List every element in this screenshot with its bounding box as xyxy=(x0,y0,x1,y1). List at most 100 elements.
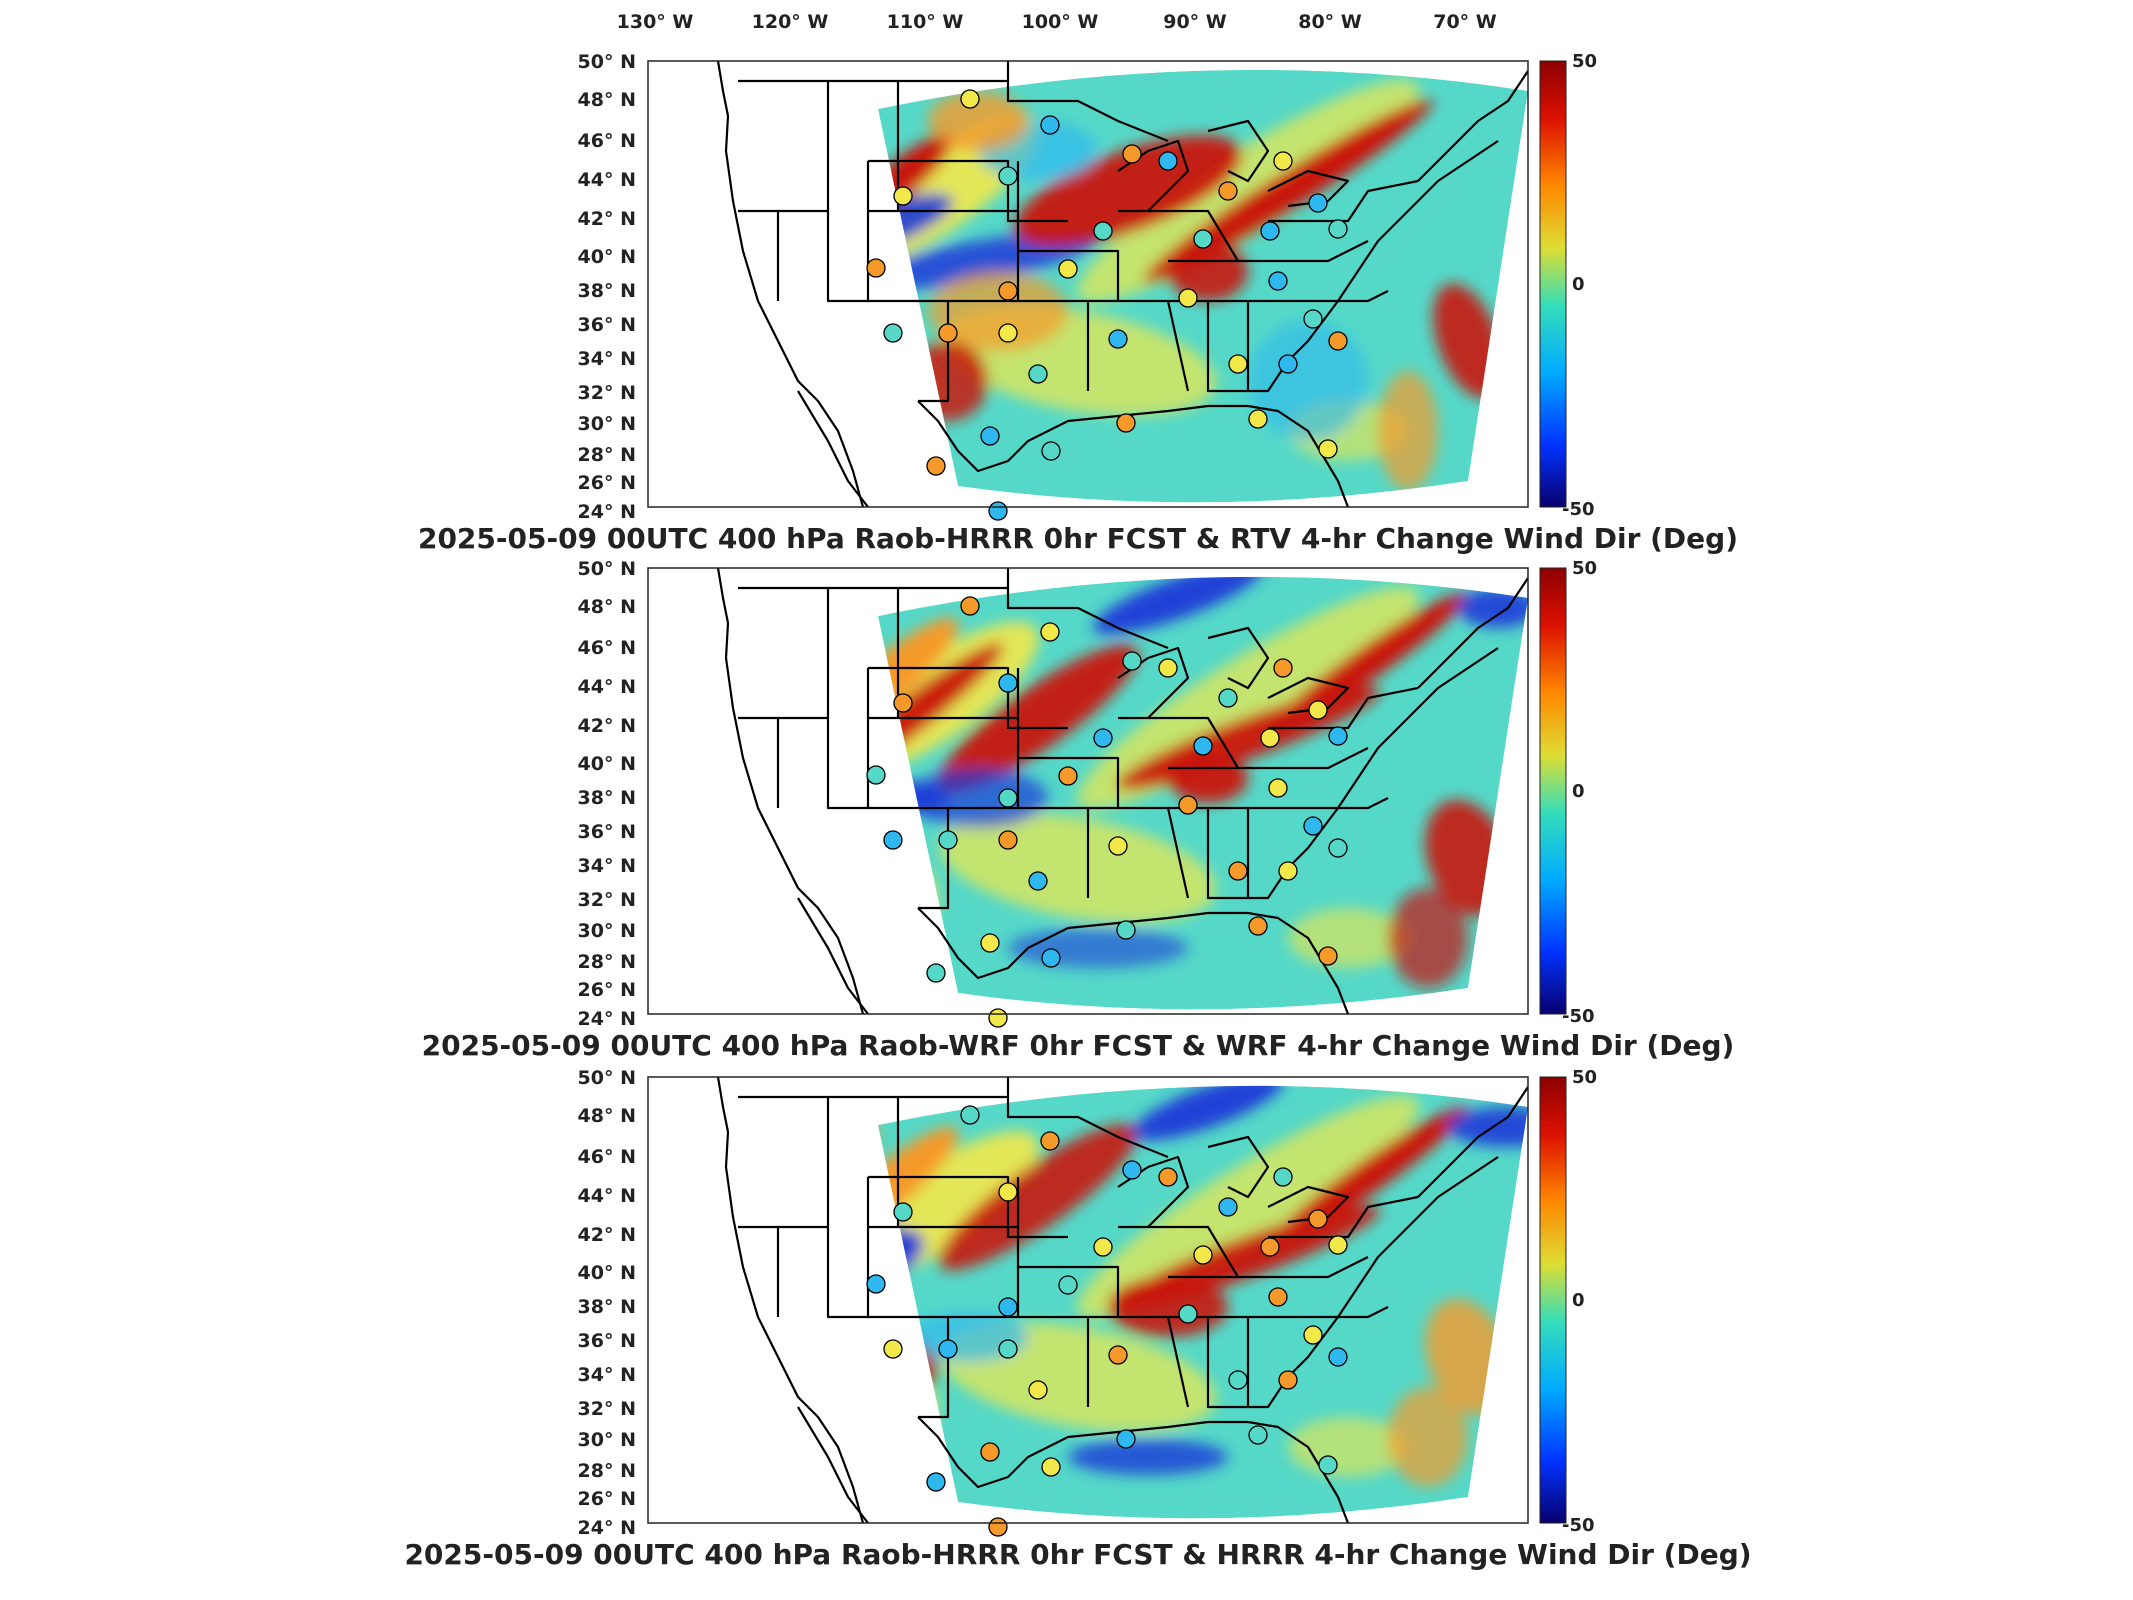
station-marker xyxy=(1273,658,1293,678)
station-marker xyxy=(1260,728,1280,748)
station-marker xyxy=(1193,229,1213,249)
station-marker xyxy=(1108,836,1128,856)
boundary-line xyxy=(1268,686,1419,730)
panel-title: 2025-05-09 00UTC 400 hPa Raob-WRF 0hr FC… xyxy=(422,1029,1735,1062)
colorbar-max-label: 50 xyxy=(1572,51,1597,72)
lat-label: 28° N xyxy=(578,951,636,973)
lat-label: 24° N xyxy=(578,501,636,523)
lat-label: 46° N xyxy=(578,1146,636,1168)
lat-label: 26° N xyxy=(578,979,636,1001)
lat-label: 50° N xyxy=(578,51,636,73)
station-marker xyxy=(1328,1235,1348,1255)
lat-label: 48° N xyxy=(578,1105,636,1127)
map-outlines xyxy=(716,568,1528,1014)
station-marker xyxy=(883,830,903,850)
field-blob xyxy=(1388,1387,1468,1487)
lat-label: 30° N xyxy=(578,920,636,942)
lat-label: 32° N xyxy=(578,889,636,911)
station-marker xyxy=(1108,329,1128,349)
boundary-line xyxy=(1117,1155,1190,1228)
colorbar-max-label: 50 xyxy=(1572,1067,1597,1088)
station-marker xyxy=(883,1339,903,1359)
station-marker xyxy=(980,1442,1000,1462)
lon-label: 100° W xyxy=(1022,11,1099,33)
station-marker xyxy=(988,1008,1008,1028)
lat-label: 38° N xyxy=(578,280,636,302)
lat-label: 42° N xyxy=(578,715,636,737)
lat-label: 36° N xyxy=(578,314,636,336)
map-border xyxy=(647,1076,1529,1524)
lat-label: 44° N xyxy=(578,676,636,698)
colorbar xyxy=(1539,567,1567,1015)
lat-label: 26° N xyxy=(578,1488,636,1510)
station-marker xyxy=(893,1202,913,1222)
field-blob xyxy=(1008,928,1188,968)
lat-label: 48° N xyxy=(578,89,636,111)
station-marker xyxy=(1093,728,1113,748)
boundary-line xyxy=(1268,179,1419,223)
boundary-line xyxy=(826,211,868,303)
boundary-line xyxy=(1268,1195,1419,1239)
boundary-line xyxy=(797,1406,869,1523)
field-blob xyxy=(1077,1095,1419,1319)
station-marker xyxy=(988,501,1008,521)
boundary-line xyxy=(1207,1135,1270,1199)
lat-label: 38° N xyxy=(578,1296,636,1318)
boundary-line xyxy=(797,390,869,507)
station-marker xyxy=(1116,920,1136,940)
station-marker xyxy=(1028,364,1048,384)
station-marker xyxy=(988,1517,1008,1537)
station-marker xyxy=(1328,219,1348,239)
station-marker xyxy=(1248,1425,1268,1445)
boundary-line xyxy=(917,400,1350,507)
panel-title: 2025-05-09 00UTC 400 hPa Raob-HRRR 0hr F… xyxy=(404,1538,1751,1571)
station-marker xyxy=(1278,354,1298,374)
map-outlines xyxy=(716,61,1528,507)
lat-label: 44° N xyxy=(578,169,636,191)
station-marker xyxy=(1318,946,1338,966)
field-blob xyxy=(1077,79,1419,303)
boundary-line xyxy=(1287,647,1499,869)
station-marker xyxy=(938,1339,958,1359)
station-marker xyxy=(1303,1325,1323,1345)
boundary-line xyxy=(1168,290,1389,303)
colorbar xyxy=(1539,60,1567,508)
boundary-line xyxy=(1117,139,1190,212)
colorbar-min-label: -50 xyxy=(1562,1006,1595,1027)
station-marker xyxy=(998,788,1018,808)
map-border xyxy=(647,567,1529,1015)
station-marker xyxy=(998,830,1018,850)
boundary-line xyxy=(1018,756,1120,808)
lat-label: 36° N xyxy=(578,1330,636,1352)
station-marker xyxy=(883,323,903,343)
boundary-line xyxy=(917,907,1350,1014)
map-border xyxy=(647,60,1529,508)
lat-label: 50° N xyxy=(578,558,636,580)
map-panel: 50° N 48° N 46° N 44° N 42° N 40° N 38° N 36° N… xyxy=(422,558,1735,1062)
boundary-line xyxy=(1417,1086,1528,1198)
boundary-line xyxy=(1018,249,1120,301)
lat-label: 24° N xyxy=(578,1517,636,1539)
station-marker xyxy=(1218,688,1238,708)
station-marker xyxy=(1178,1304,1198,1324)
boundary-line xyxy=(716,61,865,507)
station-marker xyxy=(1218,181,1238,201)
station-marker xyxy=(1122,651,1142,671)
colorbar-min-label: -50 xyxy=(1562,499,1595,520)
lat-label: 30° N xyxy=(578,1429,636,1451)
boundary-line xyxy=(1417,577,1528,689)
station-marker xyxy=(1041,441,1061,461)
lat-label: 42° N xyxy=(578,208,636,230)
field-blob xyxy=(1388,888,1468,988)
lat-label: 40° N xyxy=(578,753,636,775)
station-marker xyxy=(998,1182,1018,1202)
lat-label: 46° N xyxy=(578,637,636,659)
lon-label: 120° W xyxy=(752,11,829,33)
station-marker xyxy=(893,186,913,206)
station-marker xyxy=(1328,1347,1348,1367)
station-marker xyxy=(893,693,913,713)
station-marker xyxy=(1318,439,1338,459)
lon-label: 70° W xyxy=(1433,11,1497,33)
station-marker xyxy=(1040,1131,1060,1151)
